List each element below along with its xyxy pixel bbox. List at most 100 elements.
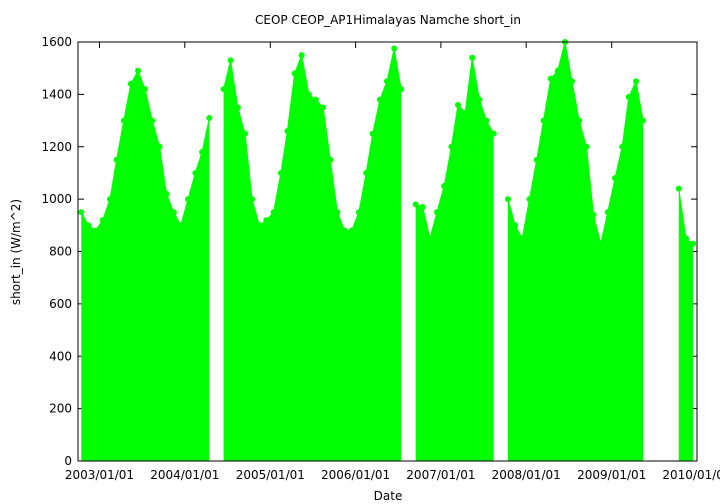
- data-point: [249, 196, 256, 203]
- series-line: [223, 48, 402, 232]
- series-line: [415, 57, 495, 239]
- data-point: [220, 86, 227, 93]
- data-point: [398, 86, 405, 93]
- y-tick-label: 0: [64, 454, 72, 468]
- data-point: [327, 156, 334, 163]
- data-point: [675, 185, 682, 192]
- data-point: [376, 96, 383, 103]
- data-point: [441, 183, 448, 190]
- data-point: [426, 235, 433, 242]
- data-point: [590, 211, 597, 218]
- data-point: [625, 93, 632, 100]
- x-tick-label: 2007/01/01: [406, 468, 475, 482]
- data-point: [690, 240, 697, 247]
- data-point: [519, 235, 526, 242]
- y-tick-label: 600: [49, 297, 72, 311]
- plot-frame: [77, 41, 698, 462]
- data-point: [462, 109, 469, 116]
- data-point: [99, 217, 106, 224]
- data-point: [448, 143, 455, 150]
- data-point: [312, 96, 319, 103]
- x-tick-label: 2010/01/01: [662, 468, 720, 482]
- data-point: [142, 86, 149, 93]
- x-tick-label: 2006/01/01: [321, 468, 390, 482]
- data-point: [284, 128, 291, 135]
- data-point: [611, 175, 618, 182]
- data-point: [305, 91, 312, 98]
- y-tick-label: 1200: [41, 140, 72, 154]
- data-point: [156, 143, 163, 150]
- y-tick-label: 400: [49, 349, 72, 363]
- data-point: [490, 130, 497, 137]
- data-point: [185, 196, 192, 203]
- data-point: [92, 227, 99, 234]
- x-tick-label: 2003/01/01: [65, 468, 134, 482]
- y-axis-label: short_in (W/m^2): [9, 199, 23, 305]
- y-tick-label: 1600: [41, 35, 72, 49]
- data-point: [256, 222, 263, 229]
- data-point: [78, 209, 85, 216]
- data-point: [199, 148, 206, 155]
- data-point: [120, 117, 127, 124]
- data-point: [576, 117, 583, 124]
- data-point: [540, 117, 547, 124]
- data-point: [149, 117, 156, 124]
- data-point: [291, 70, 298, 77]
- x-tick-label: 2009/01/01: [577, 468, 646, 482]
- data-point: [633, 78, 640, 85]
- data-point: [469, 54, 476, 61]
- data-point: [683, 235, 690, 242]
- data-point: [640, 117, 647, 124]
- y-tick-label: 1000: [41, 192, 72, 206]
- series-area: [223, 48, 402, 461]
- data-point: [320, 104, 327, 111]
- data-point: [277, 169, 284, 176]
- data-point: [454, 101, 461, 108]
- data-point: [355, 209, 362, 216]
- data-point: [383, 78, 390, 85]
- x-tick-label: 2004/01/01: [150, 468, 219, 482]
- data-point: [483, 117, 490, 124]
- data-point: [85, 222, 92, 229]
- series-area: [415, 57, 494, 462]
- data-point: [192, 169, 199, 176]
- x-tick-label: 2008/01/01: [492, 468, 561, 482]
- series-area: [678, 188, 694, 461]
- data-point: [619, 143, 626, 150]
- data-point: [547, 75, 554, 82]
- data-point: [177, 222, 184, 229]
- data-point: [348, 227, 355, 234]
- data-point: [568, 78, 575, 85]
- data-point: [604, 209, 611, 216]
- data-point: [419, 203, 426, 210]
- chart-title: CEOP CEOP_AP1Himalayas Namche short_in: [255, 13, 521, 27]
- data-point: [476, 96, 483, 103]
- data-point: [263, 217, 270, 224]
- data-point: [135, 67, 142, 74]
- data-point: [334, 209, 341, 216]
- series-area: [81, 70, 210, 462]
- data-point: [583, 143, 590, 150]
- data-point: [242, 130, 249, 137]
- data-point: [433, 209, 440, 216]
- y-tick-label: 800: [49, 245, 72, 259]
- data-point: [113, 156, 120, 163]
- series-line: [507, 41, 644, 244]
- data-point: [597, 240, 604, 247]
- data-point: [504, 196, 511, 203]
- data-point: [270, 209, 277, 216]
- data-point: [127, 80, 134, 87]
- data-point: [363, 169, 370, 176]
- data-point: [341, 227, 348, 234]
- data-point: [107, 196, 114, 203]
- data-point: [227, 57, 234, 64]
- data-point: [412, 201, 419, 208]
- data-point: [533, 156, 540, 163]
- y-tick-label: 200: [49, 402, 72, 416]
- data-point: [163, 190, 170, 197]
- data-point: [234, 104, 241, 111]
- data-point: [369, 130, 376, 137]
- data-point: [554, 67, 561, 74]
- data-point: [526, 196, 533, 203]
